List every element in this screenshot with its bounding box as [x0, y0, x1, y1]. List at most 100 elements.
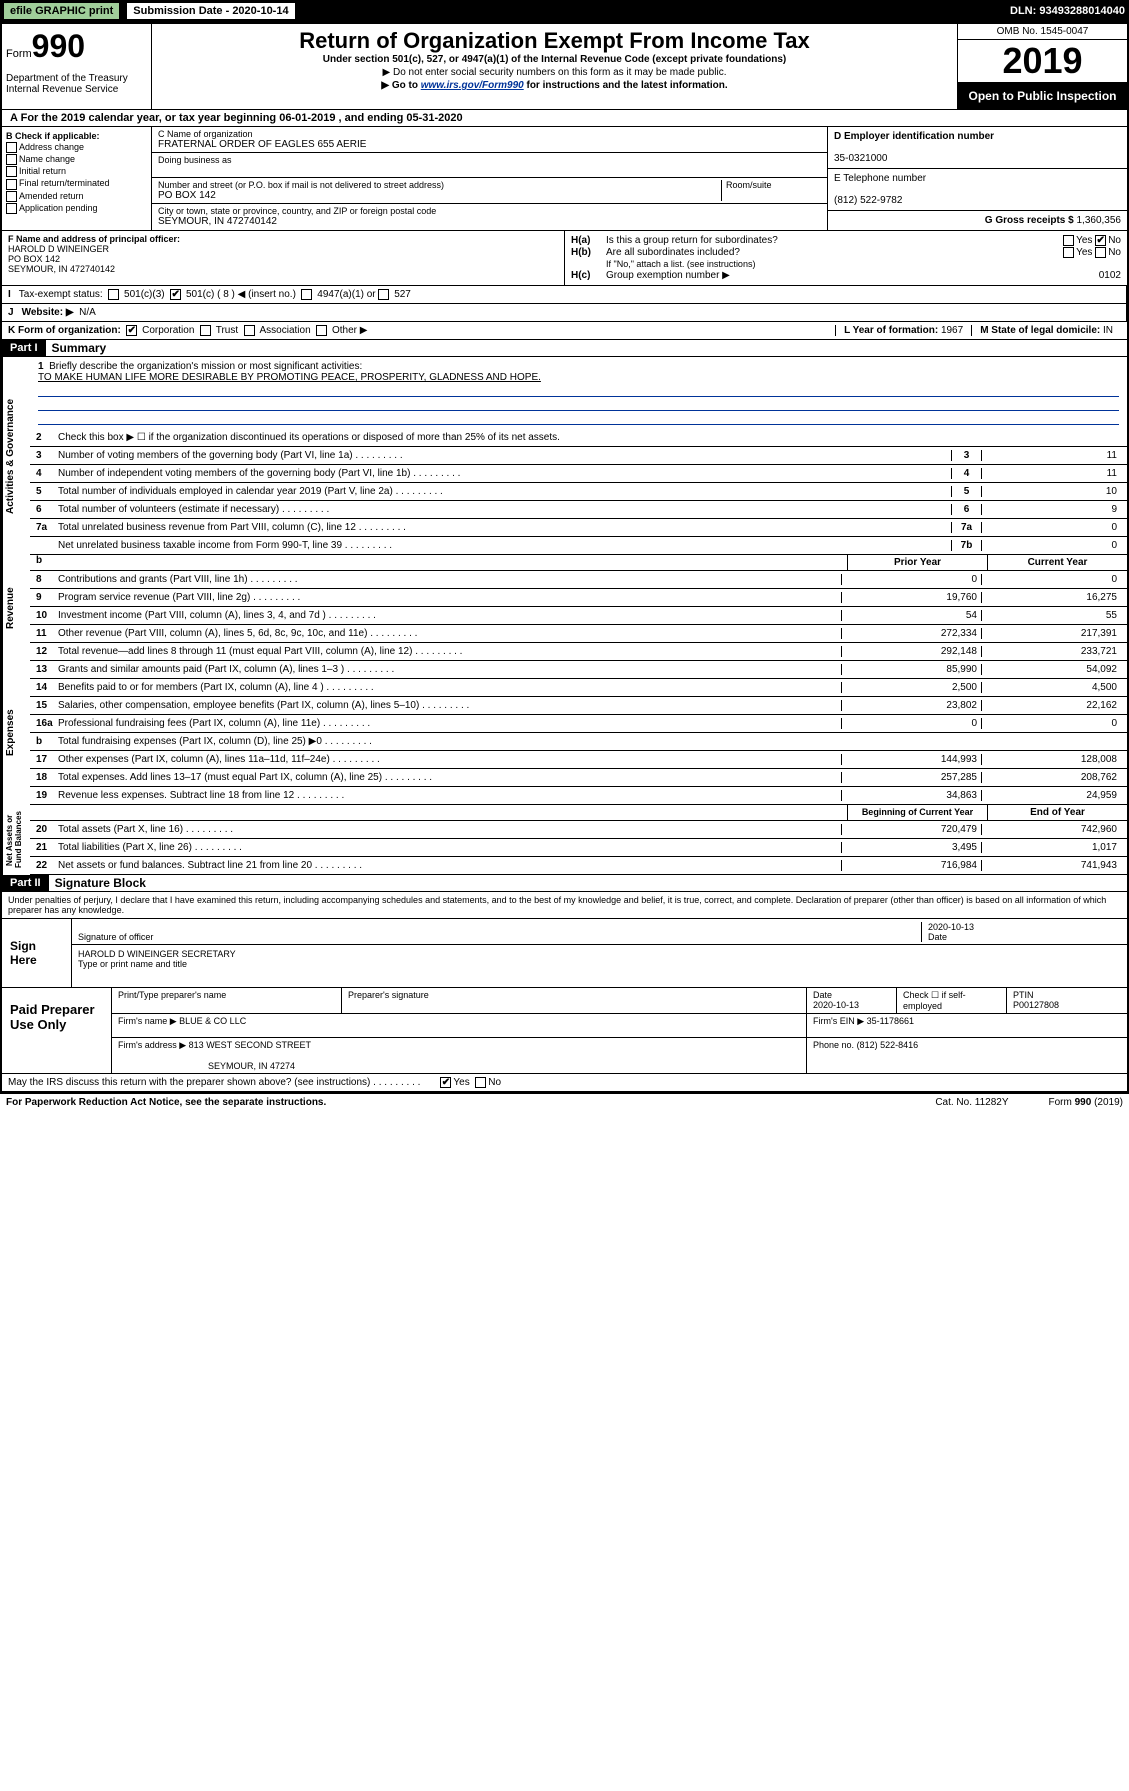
year-formation: 1967 [941, 325, 963, 336]
submission-date: Submission Date - 2020-10-14 [127, 3, 294, 19]
top-bar: efile GRAPHIC print Submission Date - 20… [0, 0, 1129, 22]
vert-revenue: Revenue [2, 555, 30, 661]
klm-row: K Form of organization: ✔ Corporation Tr… [2, 322, 1127, 340]
tax-year: 2019 [958, 40, 1127, 83]
dept: Department of the Treasury Internal Reve… [6, 73, 147, 95]
entity-section: B Check if applicable: Address change Na… [2, 127, 1127, 231]
sum-line: 14Benefits paid to or for members (Part … [30, 679, 1127, 697]
irs-link[interactable]: www.irs.gov/Form990 [421, 80, 524, 91]
sum-line: 13Grants and similar amounts paid (Part … [30, 661, 1127, 679]
room-lbl: Room/suite [721, 180, 821, 201]
prep-date: 2020-10-13 [813, 1000, 859, 1010]
col-c: C Name of organizationFRATERNAL ORDER OF… [152, 127, 827, 230]
netassets-section: Net Assets orFund Balances Beginning of … [2, 805, 1127, 875]
gov-line: 7aTotal unrelated business revenue from … [30, 519, 1127, 537]
omb: OMB No. 1545-0047 [958, 24, 1127, 40]
mission-text: TO MAKE HUMAN LIFE MORE DESIRABLE BY PRO… [38, 372, 541, 383]
website: N/A [79, 307, 96, 318]
org-name: FRATERNAL ORDER OF EAGLES 655 AERIE [158, 139, 366, 150]
dln: DLN: 93493288014040 [1010, 5, 1125, 17]
phone: (812) 522-9782 [834, 195, 902, 206]
gov-line: 6Total number of volunteers (estimate if… [30, 501, 1127, 519]
vert-netassets: Net Assets orFund Balances [2, 805, 30, 875]
revenue-section: Revenue bPrior YearCurrent Year 8Contrib… [2, 555, 1127, 661]
org-city: SEYMOUR, IN 472740142 [158, 216, 277, 227]
sum-line: bTotal fundraising expenses (Part IX, co… [30, 733, 1127, 751]
domicile: IN [1103, 325, 1113, 336]
h-box: H(a)Is this a group return for subordina… [565, 231, 1127, 285]
chk-address[interactable]: Address change [6, 142, 147, 153]
g-lbl: G Gross receipts $ [985, 215, 1074, 226]
sign-date: 2020-10-13 [928, 922, 974, 932]
gov-line: Net unrelated business taxable income fr… [30, 537, 1127, 555]
form-label: Form [6, 48, 32, 60]
governance-section: Activities & Governance 1 Briefly descri… [2, 357, 1127, 555]
officer-print: HAROLD D WINEINGER SECRETARY [78, 949, 236, 959]
sum-line: 22Net assets or fund balances. Subtract … [30, 857, 1127, 875]
expenses-section: Expenses 13Grants and similar amounts pa… [2, 661, 1127, 805]
form-title: Return of Organization Exempt From Incom… [156, 28, 953, 54]
col-b: B Check if applicable: Address change Na… [2, 127, 152, 230]
efile-badge[interactable]: efile GRAPHIC print [4, 3, 119, 19]
form-990: Form990 Department of the Treasury Inter… [0, 22, 1129, 1094]
mission: 1 Briefly describe the organization's mi… [30, 357, 1127, 429]
sum-line: 8Contributions and grants (Part VIII, li… [30, 571, 1127, 589]
chk-initial[interactable]: Initial return [6, 166, 147, 177]
org-addr: PO BOX 142 [158, 190, 216, 201]
paid-preparer: Paid Preparer Use Only Print/Type prepar… [2, 988, 1127, 1073]
gov-line: 5Total number of individuals employed in… [30, 483, 1127, 501]
col-right: D Employer identification number 35-03210… [827, 127, 1127, 230]
sum-line: 11Other revenue (Part VIII, column (A), … [30, 625, 1127, 643]
gov-line: 3Number of voting members of the governi… [30, 447, 1127, 465]
sum-line: 16aProfessional fundraising fees (Part I… [30, 715, 1127, 733]
fh-row: F Name and address of principal officer:… [2, 231, 1127, 286]
header-mid: Return of Organization Exempt From Incom… [152, 24, 957, 109]
f-box: F Name and address of principal officer:… [2, 231, 565, 285]
firm-phone: (812) 522-8416 [857, 1040, 919, 1050]
chk-amended[interactable]: Amended return [6, 191, 147, 202]
sum-line: 17Other expenses (Part IX, column (A), l… [30, 751, 1127, 769]
header-line2: ▶ Go to www.irs.gov/Form990 for instruct… [156, 80, 953, 91]
b-label: B Check if applicable: [6, 131, 147, 141]
e-lbl: E Telephone number [834, 173, 926, 184]
sum-line: 15Salaries, other compensation, employee… [30, 697, 1127, 715]
c-name-lbl: C Name of organization [158, 129, 253, 139]
chk-final[interactable]: Final return/terminated [6, 178, 147, 189]
open-public: Open to Public Inspection [958, 83, 1127, 109]
sum-line: 9Program service revenue (Part VIII, lin… [30, 589, 1127, 607]
discuss-row: May the IRS discuss this return with the… [2, 1073, 1127, 1092]
sum-line: 10Investment income (Part VIII, column (… [30, 607, 1127, 625]
addr-lbl: Number and street (or P.O. box if mail i… [158, 180, 444, 190]
header-line1: ▶ Do not enter social security numbers o… [156, 67, 953, 78]
header-right: OMB No. 1545-0047 2019 Open to Public In… [957, 24, 1127, 109]
sum-line: 18Total expenses. Add lines 13–17 (must … [30, 769, 1127, 787]
d-lbl: D Employer identification number [834, 131, 994, 142]
part1-bar: Part ISummary [2, 340, 1127, 357]
chk-name[interactable]: Name change [6, 154, 147, 165]
form-number: 990 [32, 28, 85, 64]
firm-addr: 813 WEST SECOND STREET [189, 1040, 311, 1050]
ein: 35-0321000 [834, 153, 887, 164]
sign-here: Sign Here Signature of officer 2020-10-1… [2, 919, 1127, 988]
city-lbl: City or town, state or province, country… [158, 206, 436, 216]
firm-ein: 35-1178661 [867, 1016, 914, 1026]
vert-governance: Activities & Governance [2, 357, 30, 555]
ptin: P00127808 [1013, 1000, 1059, 1010]
perjury-text: Under penalties of perjury, I declare th… [2, 892, 1127, 919]
group-exemption: 0102 [1099, 270, 1121, 281]
header-sub: Under section 501(c), 527, or 4947(a)(1)… [156, 54, 953, 65]
chk-pending[interactable]: Application pending [6, 203, 147, 214]
dba-lbl: Doing business as [158, 155, 232, 165]
sum-line: 19Revenue less expenses. Subtract line 1… [30, 787, 1127, 805]
form-header: Form990 Department of the Treasury Inter… [2, 24, 1127, 110]
part2-bar: Part IISignature Block [2, 875, 1127, 892]
sum-line: 20Total assets (Part X, line 16)720,4797… [30, 821, 1127, 839]
firm-name: BLUE & CO LLC [179, 1016, 246, 1026]
line-a: A For the 2019 calendar year, or tax yea… [2, 110, 1127, 127]
officer-name: HAROLD D WINEINGER [8, 244, 109, 254]
sum-line: 21Total liabilities (Part X, line 26)3,4… [30, 839, 1127, 857]
footer: For Paperwork Reduction Act Notice, see … [0, 1094, 1129, 1111]
header-left: Form990 Department of the Treasury Inter… [2, 24, 152, 109]
gross-receipts: 1,360,356 [1077, 215, 1122, 226]
gov-line: 4Number of independent voting members of… [30, 465, 1127, 483]
